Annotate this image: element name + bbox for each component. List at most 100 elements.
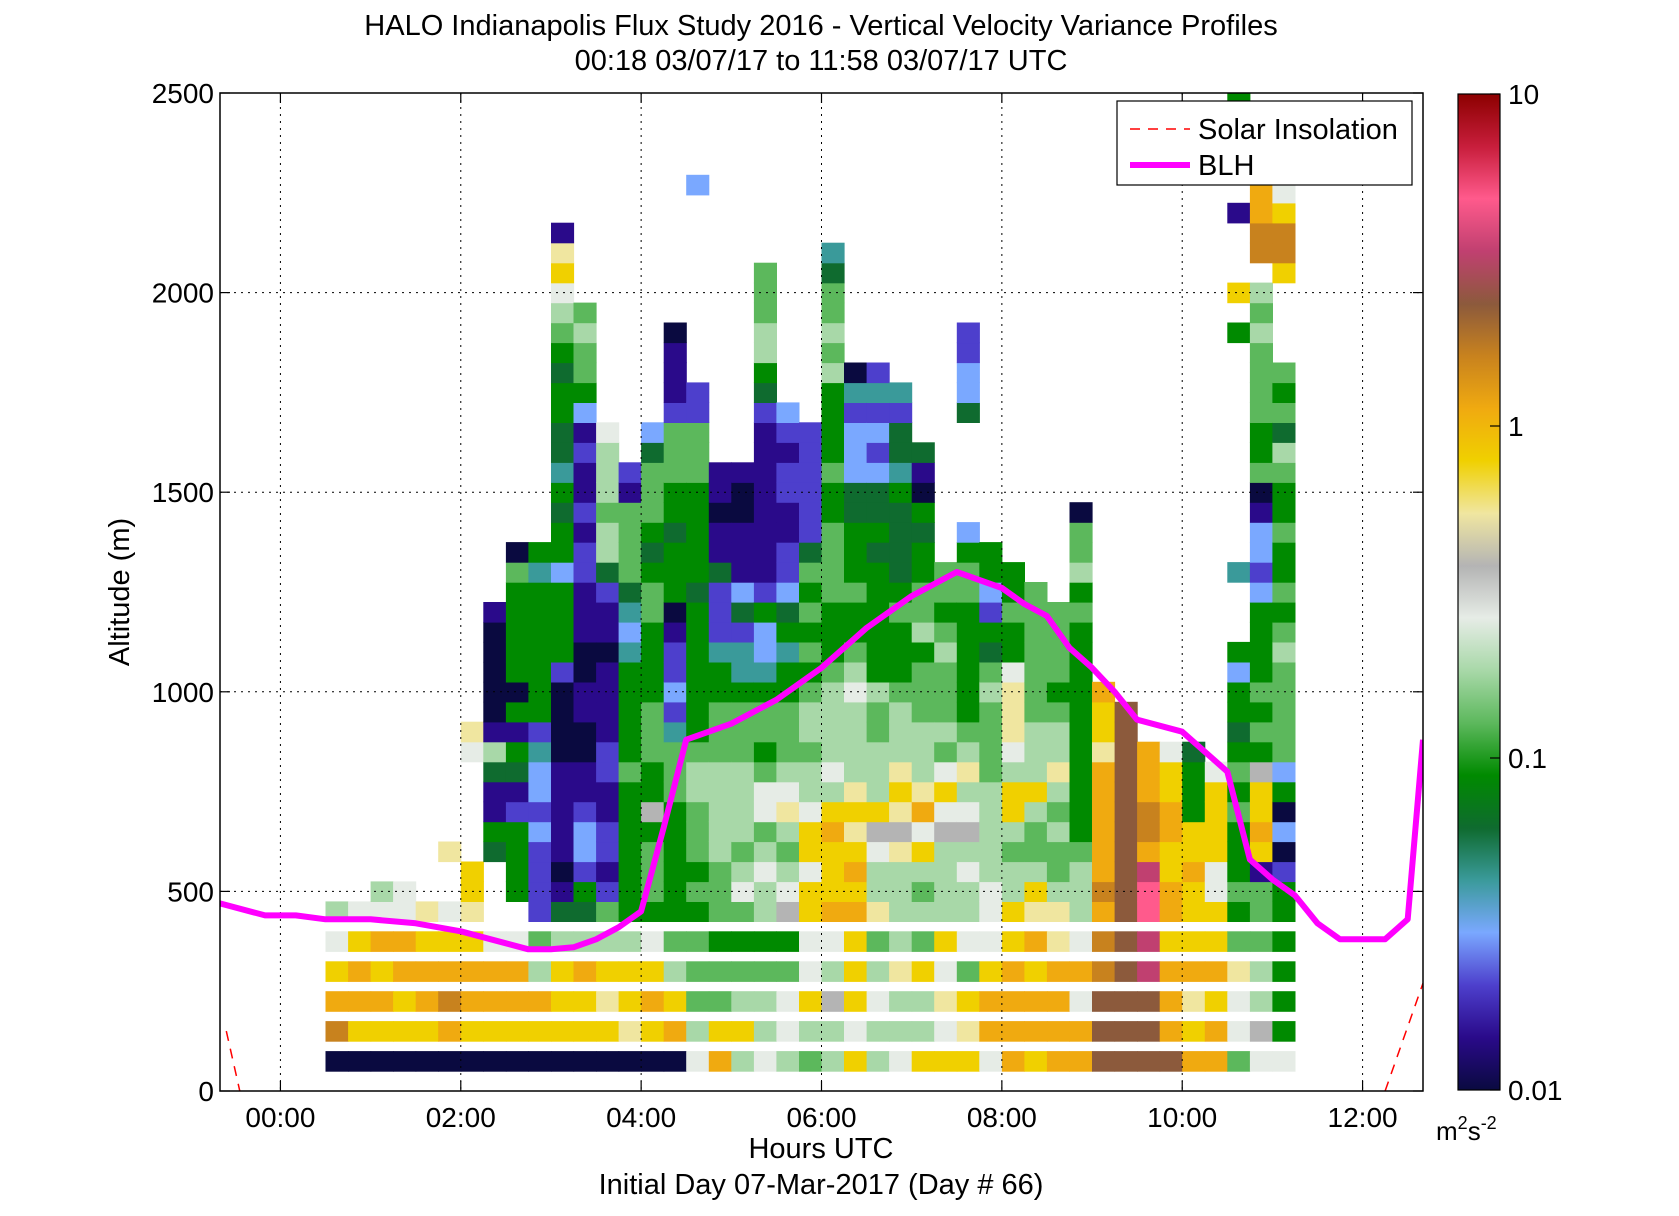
heatmap-cell <box>1024 991 1048 1012</box>
heatmap-cell <box>799 621 823 643</box>
heatmap-cell <box>1046 641 1070 663</box>
heatmap-cell <box>1046 701 1070 723</box>
heatmap-cell <box>799 931 823 952</box>
heatmap-cell <box>528 901 552 922</box>
heatmap-cell <box>753 422 777 443</box>
heatmap-cell <box>663 562 687 583</box>
heatmap-cell <box>1227 562 1251 583</box>
heatmap-cell <box>1249 1021 1273 1042</box>
heatmap-cell <box>1137 1021 1161 1042</box>
heatmap-cell <box>618 542 642 563</box>
heatmap-cell <box>731 721 755 743</box>
heatmap-cell <box>1046 901 1070 922</box>
heatmap-cell <box>956 701 980 723</box>
heatmap-cell <box>528 991 552 1012</box>
heatmap-cell <box>1272 801 1296 823</box>
heatmap-cell <box>1159 761 1183 783</box>
heatmap-cell <box>821 402 845 423</box>
heatmap-cell <box>438 961 462 982</box>
heatmap-cell <box>686 582 710 603</box>
heatmap-cell <box>1204 841 1228 863</box>
heatmap-cell <box>889 402 913 423</box>
heatmap-cell <box>844 861 868 883</box>
heatmap-cell <box>1182 821 1206 843</box>
heatmap-cell <box>1114 961 1138 982</box>
heatmap-cell <box>708 621 732 643</box>
heatmap-cell <box>1001 901 1025 922</box>
heatmap-cell <box>370 931 394 952</box>
heatmap-cell <box>663 621 687 643</box>
x-tick-label: 12:00 <box>1328 1102 1398 1133</box>
heatmap-cell <box>1272 701 1296 723</box>
heatmap-cell <box>844 801 868 823</box>
heatmap-cell <box>866 781 890 803</box>
heatmap-cell <box>1249 641 1273 663</box>
heatmap-cell <box>911 542 935 563</box>
heatmap-cell <box>528 602 552 623</box>
heatmap-cell <box>1249 991 1273 1012</box>
heatmap-cell <box>1092 961 1116 982</box>
heatmap-cell <box>663 701 687 723</box>
heatmap-cell <box>618 681 642 703</box>
heatmap-cell <box>1204 991 1228 1012</box>
heatmap-cell <box>1137 821 1161 843</box>
heatmap-cell <box>821 841 845 863</box>
heatmap-cell <box>596 741 620 763</box>
heatmap-cell <box>483 741 507 763</box>
heatmap-cell <box>776 721 800 743</box>
heatmap-cell <box>528 582 552 603</box>
heatmap-cell <box>708 841 732 863</box>
heatmap-cell <box>821 681 845 703</box>
heatmap-cell <box>731 582 755 603</box>
heatmap-cell <box>573 721 597 743</box>
heatmap-cell <box>776 602 800 623</box>
heatmap-cell <box>618 721 642 743</box>
heatmap-cell <box>1046 961 1070 982</box>
heatmap-cell <box>460 741 484 763</box>
heatmap-cell <box>799 991 823 1012</box>
heatmap-cell <box>979 1021 1003 1042</box>
heatmap-cell <box>866 562 890 583</box>
heatmap-cell <box>528 881 552 902</box>
heatmap-cell <box>596 681 620 703</box>
heatmap-cell <box>573 502 597 523</box>
heatmap-cell <box>1114 721 1138 743</box>
heatmap-cell <box>505 681 529 703</box>
heatmap-cell <box>551 721 575 743</box>
heatmap-cell <box>799 781 823 803</box>
heatmap-cell <box>528 562 552 583</box>
heatmap-cell <box>911 881 935 902</box>
heatmap-cell <box>663 502 687 523</box>
heatmap-cell <box>596 422 620 443</box>
heatmap-cell <box>1227 881 1251 902</box>
heatmap-cell <box>618 562 642 583</box>
heatmap-cell <box>1001 881 1025 902</box>
heatmap-cell <box>573 741 597 763</box>
heatmap-cell <box>596 641 620 663</box>
heatmap-cell <box>641 422 665 443</box>
heatmap-cell <box>1272 1051 1296 1072</box>
heatmap-cell <box>708 1021 732 1042</box>
heatmap-cell <box>596 442 620 463</box>
heatmap-cell <box>731 1021 755 1042</box>
heatmap-cell <box>551 462 575 483</box>
heatmap-cell <box>573 801 597 823</box>
heatmap-cell <box>1227 961 1251 982</box>
heatmap-cell <box>821 721 845 743</box>
heatmap-cell <box>1046 761 1070 783</box>
heatmap-cell <box>1249 841 1273 863</box>
heatmap-cell <box>348 931 372 952</box>
heatmap-cell <box>1069 542 1093 563</box>
heatmap-cell <box>505 721 529 743</box>
heatmap-cell <box>1137 901 1161 922</box>
heatmap-cell <box>753 741 777 763</box>
heatmap-cell <box>979 602 1003 623</box>
heatmap-cell <box>731 522 755 543</box>
heatmap-cell <box>889 701 913 723</box>
heatmap-cell <box>1249 721 1273 743</box>
heatmap-cell <box>505 961 529 982</box>
heatmap-cell <box>753 661 777 683</box>
heatmap-cell <box>911 761 935 783</box>
heatmap-cell <box>776 821 800 843</box>
heatmap-cell <box>686 1051 710 1072</box>
